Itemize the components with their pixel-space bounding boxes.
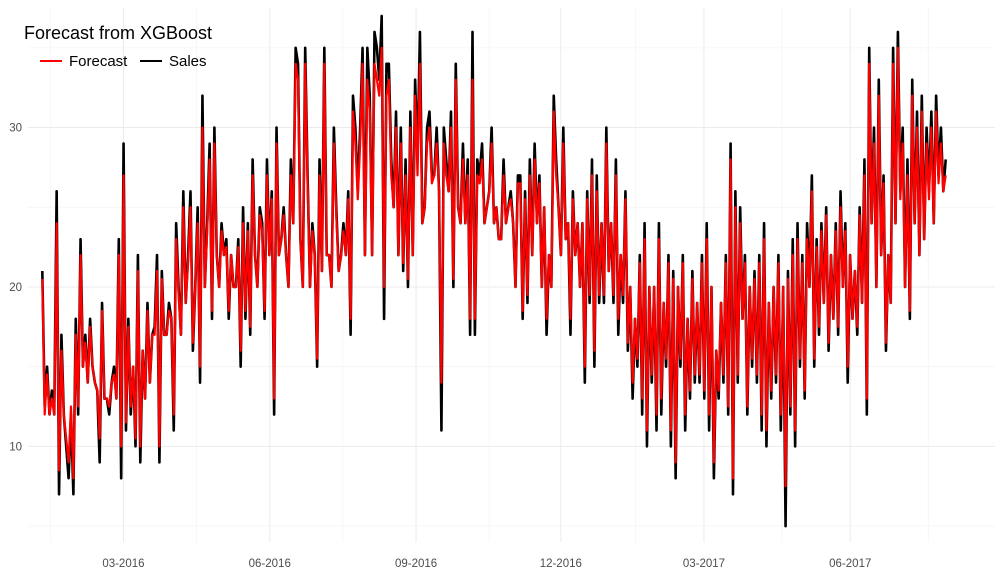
grid (28, 8, 995, 542)
x-tick-label: 03-2017 (683, 558, 725, 570)
x-tick-label: 12-2016 (540, 558, 582, 570)
x-tick-label: 03-2016 (102, 558, 144, 570)
series-layer (41, 14, 947, 528)
x-tick-label: 06-2017 (829, 558, 871, 570)
x-axis: 03-2016 06-2016 09-2016 12-2016 03-2017 06-20… (102, 558, 871, 570)
legend-label-sales: Sales (169, 53, 207, 70)
y-tick-label: 30 (9, 123, 22, 135)
legend-label-forecast: Forecast (69, 53, 128, 70)
y-axis: 10 20 30 (9, 123, 22, 454)
legend: Forecast Sales (40, 53, 207, 70)
x-tick-label: 06-2016 (249, 558, 291, 570)
chart-title: Forecast from XGBoost (24, 23, 212, 43)
y-tick-label: 20 (9, 282, 22, 294)
y-tick-label: 10 (9, 441, 22, 453)
series-line-forecast (41, 46, 947, 488)
x-tick-label: 09-2016 (395, 558, 437, 570)
